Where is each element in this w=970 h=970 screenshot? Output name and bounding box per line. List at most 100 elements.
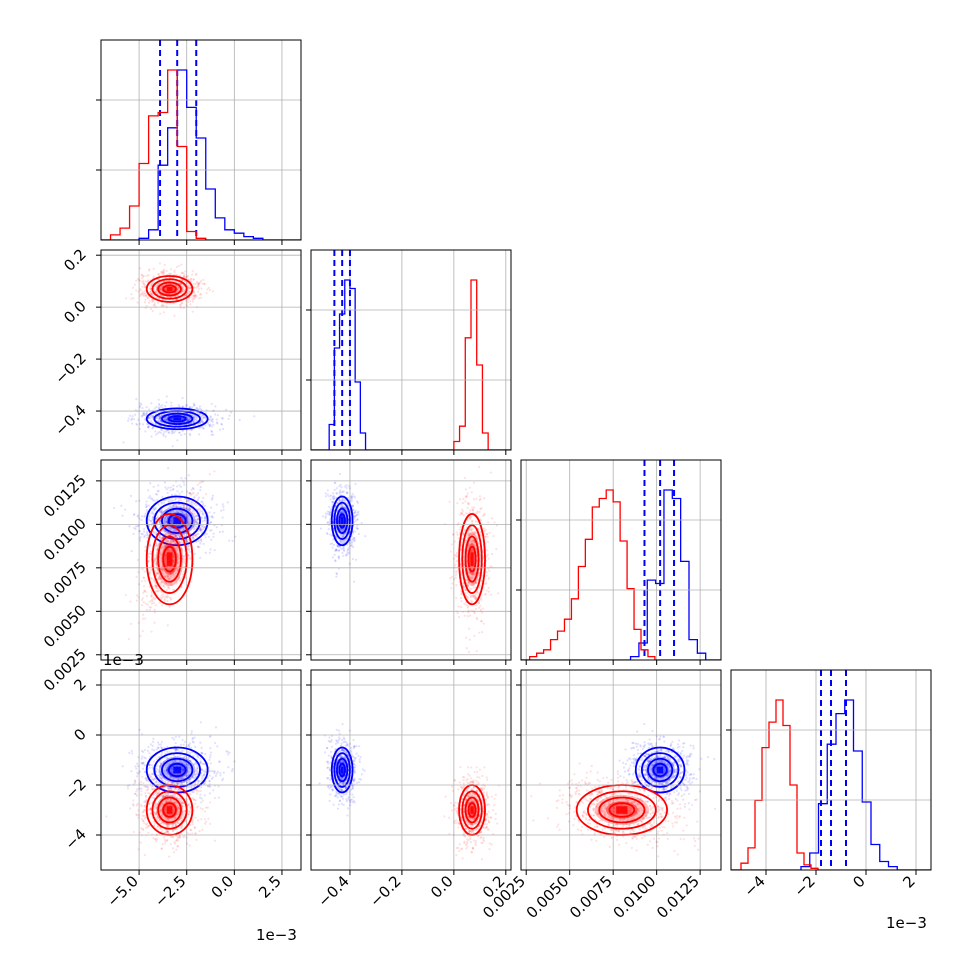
contour-red-0 [467,802,477,818]
contour-blue-0 [652,762,668,778]
contour-red-2 [151,524,188,594]
contour-blue-0 [338,513,346,529]
panel-r2-c2 [516,459,722,665]
contour-blue-3 [145,407,209,431]
x-tick-label: −2.5 [151,872,189,910]
contour-blue-2 [153,501,201,541]
y4-offset-label: 1e−3 [103,651,144,669]
contour-blue-1 [647,757,674,783]
contour-red-1 [464,535,480,583]
panel-frame [310,249,512,451]
hist-red-param_4 [731,699,931,870]
x-tick-label: 2.5 [255,872,285,902]
panel-frame [520,669,722,871]
mode-red [166,552,173,566]
panel-r1-c1 [306,249,512,455]
y-tick-label: 0.0100 [40,514,90,564]
contour-blue-3 [634,746,686,794]
x-tick-label: −0.4 [314,872,352,910]
panel-r3-c3: −4 −2 0 2 [726,669,932,900]
contour-red-2 [587,790,657,830]
hist-red-param_1 [101,69,301,240]
panel-r2-c1 [306,459,512,665]
contour-blue-1 [161,757,194,783]
panel-frame [100,39,302,241]
x-tick-label: 0.0 [427,872,457,902]
panel-frame [100,459,302,661]
panel-r0-c0 [96,39,302,245]
mode-red [166,287,173,291]
hist-red-param_3 [521,489,721,660]
y-tick-label: 0 [70,725,89,744]
x-tick-label: 0.0075 [566,872,616,922]
hist-blue-param_4 [731,699,931,870]
mode-red [166,806,173,814]
contour-blue-0 [338,762,346,778]
y-tick-label: 0.0050 [40,601,90,651]
panel-frame [310,669,512,871]
panel-frame [520,459,722,661]
x-tick-label: −2 [790,872,818,900]
y-tick-label: −0.4 [51,401,89,439]
x4-offset-label: 1e−3 [886,914,927,932]
contour-red-0 [162,545,177,573]
panel-frame [100,249,302,451]
contour-red-2 [461,790,483,830]
x-offset-label: 1e−3 [256,926,297,944]
contour-blue-3 [145,495,209,547]
mode-blue [340,766,344,774]
contour-red-1 [157,281,182,297]
hist-red-param_2 [311,279,511,450]
x-tick-label: 2 [899,872,918,891]
contour-blue-1 [336,507,349,534]
mode-red [470,552,474,566]
contour-red-0 [162,802,177,818]
x-tick-label: −5.0 [103,872,141,910]
x-tick-label: 0.0 [208,872,238,902]
y-tick-label: 0.0125 [40,471,90,521]
contour-red-0 [162,284,177,294]
contour-blue-0 [167,762,187,778]
contour-blue-2 [333,501,351,541]
panel-r1-c0: −0.4 −0.2 0.0 0.2 [51,245,302,455]
y-tick-label: 2 [70,675,89,694]
contour-red-1 [157,796,182,824]
y-tick-label: −4 [61,825,89,853]
panels: −0.4 −0.2 0.0 0.2 0.00250.00500.00750.01000.… [40,39,932,922]
contour-blue-3 [330,495,354,547]
panel-frame [310,459,512,661]
hist-blue-param_1 [101,69,301,240]
contour-red-3 [458,513,486,606]
mode-blue [340,517,344,525]
contour-red-2 [461,524,483,594]
mode-blue [173,417,181,421]
contour-blue-2 [640,752,680,788]
mode-red [616,806,628,814]
y-tick-label: −0.2 [51,349,89,387]
x-tick-label: 0.0125 [653,872,703,922]
contour-red-3 [145,513,194,606]
y-tick-label: 0.0 [60,297,90,327]
contour-red-0 [467,545,477,573]
y-tick-label: 0.0075 [40,558,90,608]
y-tick-label: 0.2 [60,245,90,275]
panel-frame [100,669,302,871]
contour-red-2 [151,790,188,830]
panel-r3-c1: −0.4 −0.2 0.0 0.2 [306,669,512,911]
contour-red-1 [598,796,646,824]
mode-blue [173,517,181,525]
contour-blue-0 [167,415,187,423]
y-tick-label: −2 [61,775,89,803]
mode-red [470,806,474,814]
hist-blue-param_3 [521,489,721,660]
mode-blue [173,766,181,774]
contour-red-3 [145,275,194,303]
contour-blue-1 [161,412,194,425]
x-tick-label: 0.0100 [610,872,660,922]
x-tick-label: 0 [849,872,868,891]
panel-r3-c0: −5.0 −2.5 0.0 2.5 −4 −2 0 2 [61,669,302,911]
contour-blue-2 [333,752,351,788]
